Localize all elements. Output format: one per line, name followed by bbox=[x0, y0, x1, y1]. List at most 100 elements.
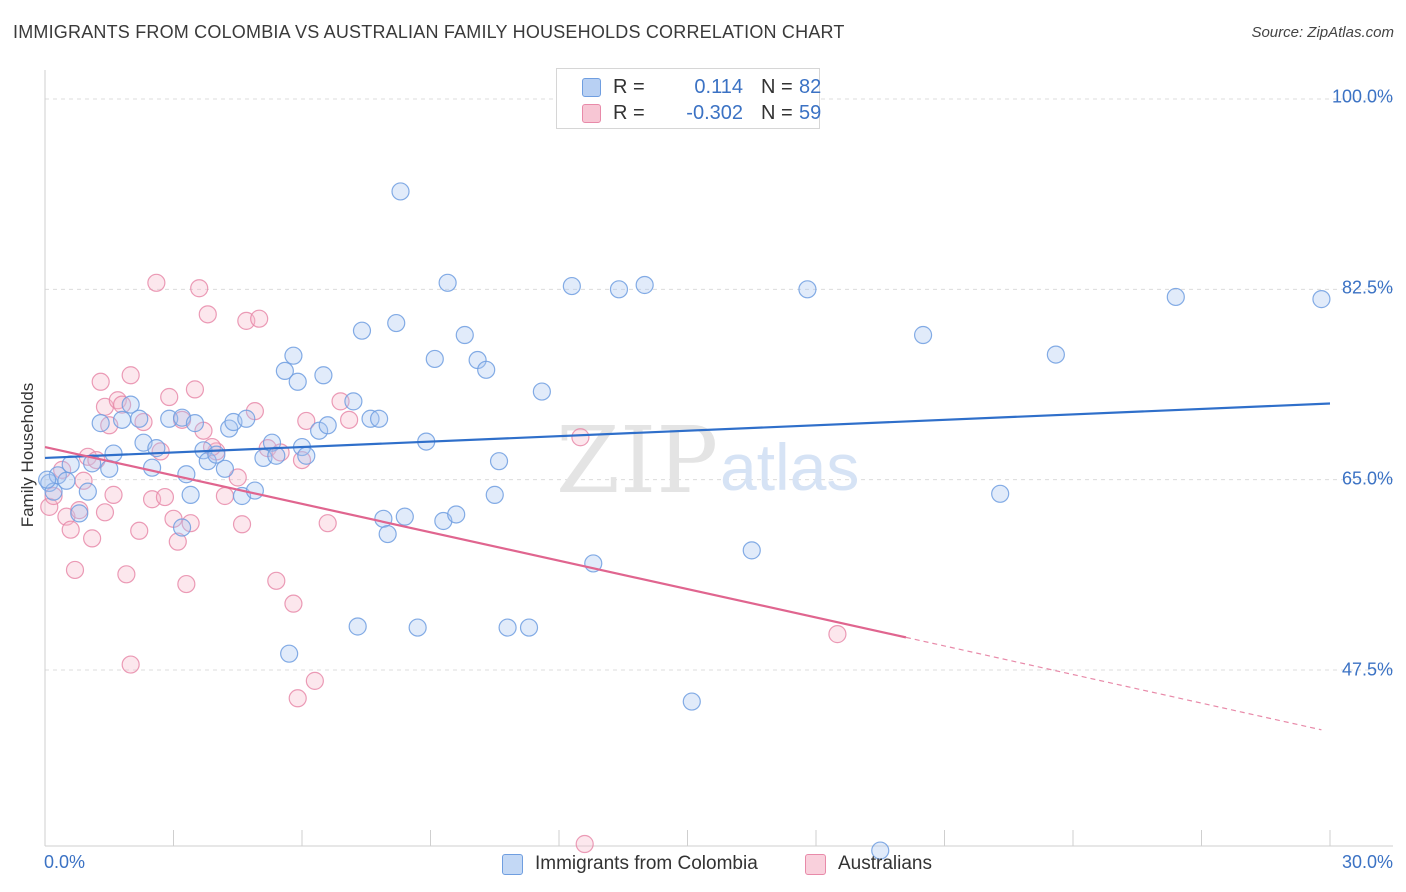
data-point bbox=[91, 372, 110, 391]
data-point bbox=[232, 515, 252, 534]
data-point bbox=[609, 280, 629, 299]
data-point bbox=[305, 671, 324, 690]
data-point bbox=[519, 618, 539, 637]
data-point bbox=[635, 275, 654, 295]
axes bbox=[44, 70, 1393, 847]
data-point bbox=[387, 313, 406, 333]
data-point bbox=[250, 309, 269, 328]
data-point bbox=[297, 411, 316, 431]
data-point bbox=[112, 410, 132, 429]
data-point bbox=[477, 360, 496, 379]
data-point bbox=[83, 529, 102, 548]
data-point bbox=[913, 325, 933, 345]
data-point bbox=[828, 625, 847, 644]
legend-swatch-pink bbox=[805, 853, 826, 875]
data-point bbox=[104, 444, 123, 463]
data-point bbox=[61, 455, 80, 474]
data-point bbox=[991, 484, 1010, 503]
data-point bbox=[38, 470, 57, 489]
data-point bbox=[348, 617, 367, 636]
legend-r-value: -0.302 bbox=[686, 102, 743, 124]
data-point bbox=[215, 459, 234, 478]
data-point bbox=[267, 571, 286, 590]
y-axis-label: Family Households bbox=[18, 382, 37, 528]
legend-swatch-blue bbox=[502, 853, 523, 875]
data-point bbox=[742, 541, 761, 560]
legend-item-colombia: Immigrants from Colombia bbox=[502, 852, 758, 876]
data-point bbox=[190, 279, 209, 298]
data-point bbox=[395, 507, 414, 526]
y-tick-label: 100.0% bbox=[1331, 86, 1393, 107]
watermark-atlas: atlas bbox=[720, 430, 859, 504]
data-point bbox=[104, 485, 123, 504]
data-point bbox=[95, 503, 115, 522]
data-point bbox=[198, 305, 217, 324]
data-point bbox=[284, 594, 303, 613]
data-point bbox=[215, 486, 234, 506]
data-point bbox=[185, 380, 205, 399]
data-point bbox=[318, 416, 337, 435]
legend-n-value: 82 bbox=[799, 76, 822, 98]
data-point bbox=[228, 468, 247, 487]
data-point bbox=[155, 487, 175, 507]
data-point bbox=[121, 655, 140, 674]
correlation-legend: R = 0.114 N = 82 R = -0.302 N = 59 bbox=[556, 68, 822, 129]
data-point bbox=[142, 458, 162, 477]
data-point bbox=[340, 410, 359, 429]
data-point bbox=[168, 532, 187, 551]
data-point bbox=[314, 366, 333, 385]
data-point bbox=[160, 387, 179, 407]
data-point bbox=[344, 392, 363, 411]
data-point bbox=[408, 618, 427, 637]
data-point bbox=[374, 509, 393, 528]
data-point bbox=[245, 481, 264, 500]
data-point bbox=[267, 446, 286, 465]
data-point bbox=[65, 560, 85, 580]
y-tick-label: 65.0% bbox=[1341, 468, 1393, 489]
legend-label-australians: Australians bbox=[838, 853, 932, 874]
data-point bbox=[682, 692, 701, 711]
legend-r-label: R = bbox=[613, 76, 645, 98]
data-point bbox=[571, 428, 590, 447]
grid-lines bbox=[45, 98, 1393, 671]
watermark-zip: ZIP bbox=[556, 407, 718, 514]
data-point bbox=[172, 518, 192, 537]
data-point bbox=[455, 325, 474, 345]
data-point bbox=[489, 452, 509, 471]
data-point bbox=[284, 346, 303, 365]
data-point bbox=[181, 514, 200, 533]
legend-n-label: N = bbox=[761, 76, 793, 98]
data-point bbox=[288, 689, 307, 708]
data-point bbox=[147, 273, 166, 292]
data-point bbox=[871, 841, 890, 860]
data-point bbox=[532, 382, 551, 401]
trend-line-australians-extension bbox=[905, 636, 1322, 731]
trend-lines bbox=[44, 402, 1331, 731]
data-point bbox=[185, 414, 205, 433]
series-colombia-points bbox=[38, 182, 1331, 860]
data-point bbox=[177, 574, 196, 594]
data-point bbox=[57, 471, 76, 490]
data-point bbox=[498, 618, 517, 637]
data-point bbox=[1166, 287, 1185, 307]
legend-r-value: 0.114 bbox=[694, 76, 743, 98]
x-tick-label-end: 30.0% bbox=[1341, 852, 1393, 872]
data-point bbox=[160, 409, 179, 428]
legend-n-value: 59 bbox=[799, 102, 822, 124]
data-point bbox=[438, 273, 457, 292]
legend-r-label: R = bbox=[613, 102, 645, 124]
data-point bbox=[78, 482, 97, 501]
legend-swatch-pink bbox=[582, 103, 601, 123]
legend-swatch-blue bbox=[582, 77, 601, 97]
data-point bbox=[280, 644, 299, 663]
data-point bbox=[297, 446, 316, 465]
data-point bbox=[1046, 345, 1065, 364]
x-tick-label-start: 0.0% bbox=[44, 852, 86, 872]
data-point bbox=[798, 280, 817, 299]
watermark: ZIP atlas bbox=[556, 407, 859, 514]
trend-line-colombia bbox=[44, 402, 1331, 460]
data-point bbox=[70, 504, 89, 523]
data-point bbox=[575, 834, 594, 854]
